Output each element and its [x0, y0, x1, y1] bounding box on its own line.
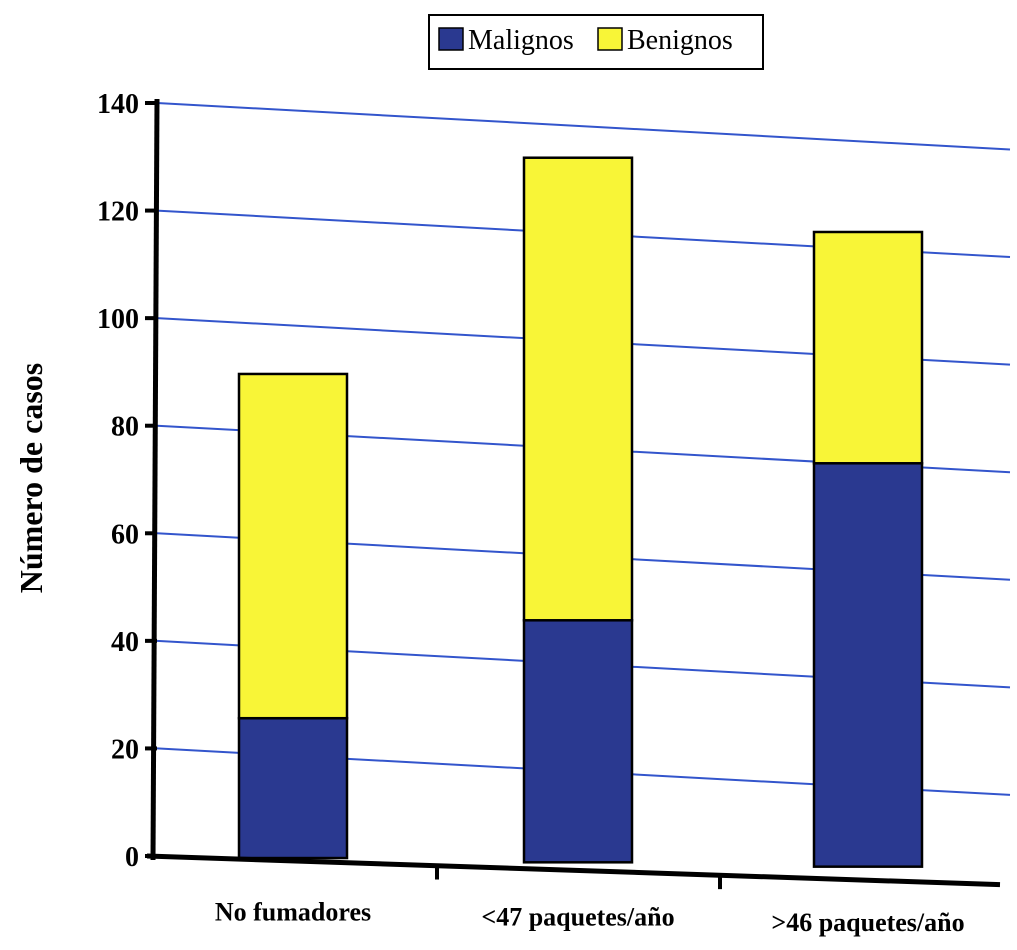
- y-tick-label-120: 120: [97, 197, 139, 228]
- axes: 0 20 40 60 80 100 120 140 No fumadores <47 paquet…: [97, 89, 1001, 937]
- bar-benignos-2: [522, 156, 634, 622]
- bar-benignos-1: [237, 372, 349, 720]
- x-axis-line: [146, 853, 1001, 888]
- legend-label-malignos: Malignos: [468, 25, 574, 56]
- y-tick-label-140: 140: [97, 89, 139, 120]
- y-tick-label-100: 100: [97, 304, 139, 335]
- y-tick-label-80: 80: [111, 412, 139, 443]
- bar-malignos-3: [812, 462, 924, 868]
- legend-swatch-malignos: [438, 27, 464, 51]
- y-tick-label-40: 40: [111, 627, 139, 658]
- legend-label-benignos: Benignos: [627, 25, 733, 56]
- y-axis-title: Número de casos: [13, 363, 49, 594]
- gridline-140: [156, 102, 1011, 151]
- legend: Malignos Benignos: [428, 14, 764, 70]
- bar-malignos-2: [522, 619, 634, 864]
- legend-box: [428, 14, 764, 70]
- bars: [237, 156, 924, 868]
- y-tick-label-20: 20: [111, 734, 139, 765]
- y-axis-line: [150, 98, 160, 861]
- y-tick-label-60: 60: [111, 519, 139, 550]
- legend-swatch-benignos: [597, 27, 623, 51]
- x-category-label-2: <47 paquetes/año: [481, 903, 674, 932]
- bar-benignos-3: [812, 230, 924, 465]
- x-category-label-1: No fumadores: [215, 897, 371, 926]
- y-tick-label-0: 0: [125, 842, 139, 873]
- x-category-label-3: >46 paquetes/año: [771, 908, 964, 937]
- bar-malignos-1: [237, 716, 349, 860]
